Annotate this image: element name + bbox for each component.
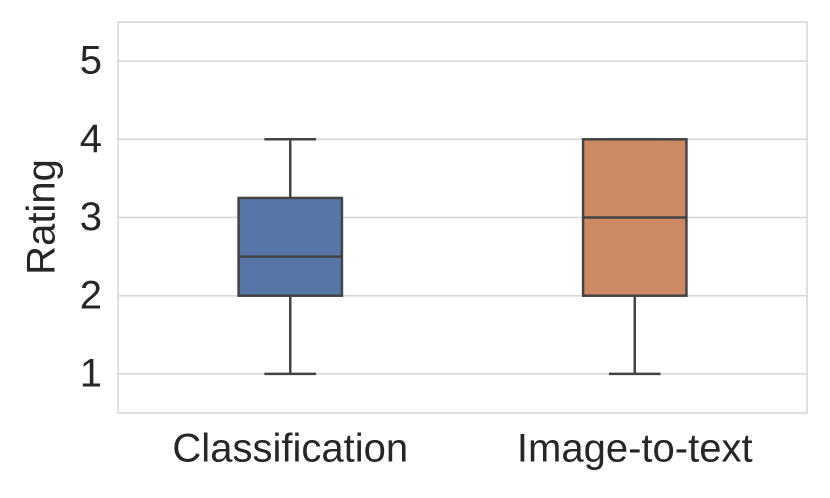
y-tick-label: 1 — [80, 351, 102, 395]
y-tick-label: 3 — [80, 195, 102, 239]
y-tick-label: 2 — [80, 273, 102, 317]
y-tick-label: 4 — [80, 117, 102, 161]
y-axis-label: Rating — [20, 159, 64, 275]
x-tick-label: Image-to-text — [517, 427, 753, 471]
y-tick-label: 5 — [80, 39, 102, 83]
box — [237, 196, 344, 297]
x-tick-label: Classification — [172, 427, 408, 471]
